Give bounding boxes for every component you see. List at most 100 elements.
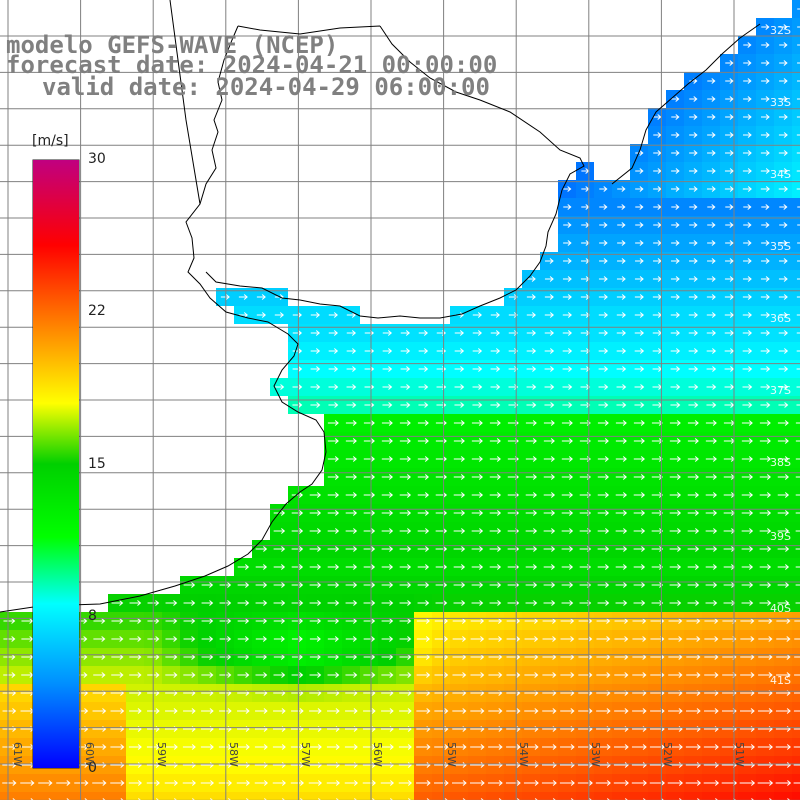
wind-arrow	[488, 672, 503, 678]
wind-arrow	[363, 528, 376, 534]
wind-arrow	[779, 60, 788, 66]
wind-arrow	[633, 564, 646, 570]
wind-speed-cell	[522, 792, 540, 800]
wind-arrow	[92, 708, 107, 714]
wind-arrow	[291, 672, 304, 678]
wind-arrow	[327, 618, 340, 624]
wind-arrow	[761, 24, 770, 30]
wind-arrow	[669, 438, 681, 444]
wind-arrow	[66, 798, 70, 800]
wind-arrow	[192, 798, 195, 800]
wind-arrow	[740, 672, 755, 678]
wind-arrow	[93, 636, 106, 642]
wind-arrow	[525, 474, 538, 480]
wind-arrow	[417, 438, 429, 444]
wind-arrow	[381, 708, 394, 714]
wind-arrow	[381, 528, 394, 534]
wind-arrow	[724, 312, 734, 318]
wind-arrow	[689, 132, 698, 138]
wind-arrow	[761, 60, 770, 66]
wind-arrow	[580, 366, 591, 372]
wind-arrow	[174, 798, 177, 800]
wind-arrow	[651, 546, 664, 552]
wind-arrow	[219, 600, 232, 606]
wind-arrow	[778, 114, 788, 120]
wind-arrow	[434, 780, 449, 786]
wind-speed-cell	[594, 792, 612, 800]
wind-arrow	[689, 150, 698, 156]
wind-arrow	[704, 618, 719, 624]
wind-arrow	[651, 528, 664, 534]
wind-arrow	[120, 798, 124, 800]
wind-arrow	[599, 222, 608, 228]
wind-arrow	[562, 276, 572, 282]
wind-arrow	[667, 744, 683, 750]
wind-arrow	[688, 330, 699, 336]
wind-arrow	[617, 240, 626, 246]
wind-speed-cell	[0, 792, 18, 800]
wind-arrow	[346, 330, 357, 336]
wind-arrow	[472, 366, 483, 372]
wind-arrow	[580, 402, 591, 408]
wind-arrow	[111, 654, 124, 660]
wind-arrow	[560, 654, 575, 660]
wind-arrow	[219, 582, 232, 588]
wind-arrow	[400, 402, 411, 408]
wind-arrow	[743, 258, 752, 264]
wind-speed-cell	[792, 234, 800, 252]
wind-arrow	[489, 546, 502, 552]
wind-arrow	[705, 492, 718, 498]
wind-arrow	[651, 564, 664, 570]
wind-arrow	[706, 384, 717, 390]
wind-arrow	[2, 708, 17, 714]
colorbar-unit: [m/s]	[32, 133, 69, 149]
wind-arrow	[327, 510, 340, 516]
lat-label: 39S	[770, 530, 791, 543]
wind-arrow	[634, 294, 644, 300]
wind-arrow	[128, 744, 142, 750]
wind-arrow	[631, 744, 647, 750]
wind-arrow	[219, 708, 232, 714]
wind-arrow	[489, 474, 502, 480]
wind-arrow	[743, 114, 752, 120]
wind-arrow	[273, 528, 286, 534]
wind-arrow	[560, 636, 575, 642]
wind-arrow	[795, 602, 800, 604]
lat-label: 37S	[770, 384, 791, 397]
wind-arrow	[633, 528, 646, 534]
wind-arrow	[635, 186, 644, 192]
wind-arrow	[345, 420, 357, 426]
wind-arrow	[453, 456, 465, 462]
wind-arrow	[563, 258, 572, 264]
wind-arrow	[488, 618, 503, 624]
wind-arrow	[743, 240, 752, 246]
wind-arrow	[328, 366, 339, 372]
wind-speed-cell	[432, 792, 450, 800]
wind-arrow	[525, 564, 538, 570]
wind-arrow	[110, 708, 125, 714]
wind-arrow	[632, 618, 647, 624]
wind-arrow	[165, 636, 178, 642]
wind-arrow	[687, 510, 700, 516]
wind-arrow	[777, 564, 790, 570]
wind-arrow	[775, 744, 791, 750]
wind-arrow	[597, 438, 609, 444]
wind-arrow	[381, 546, 394, 552]
wind-arrow	[381, 510, 394, 516]
wind-arrow	[760, 132, 770, 138]
wind-arrow	[687, 438, 699, 444]
wind-arrow	[400, 330, 411, 336]
wind-arrow	[201, 618, 214, 624]
wind-arrow	[598, 348, 609, 354]
wind-arrow	[742, 150, 752, 156]
wind-arrow	[164, 780, 179, 786]
wind-arrow	[707, 96, 716, 102]
wind-arrow	[290, 780, 305, 786]
wind-arrow	[542, 654, 557, 660]
wind-arrow	[777, 492, 790, 498]
wind-arrow	[417, 546, 430, 552]
wind-arrow	[670, 312, 680, 318]
wind-arrow	[634, 366, 645, 372]
wind-arrow	[326, 780, 341, 786]
wind-arrow	[183, 618, 196, 624]
